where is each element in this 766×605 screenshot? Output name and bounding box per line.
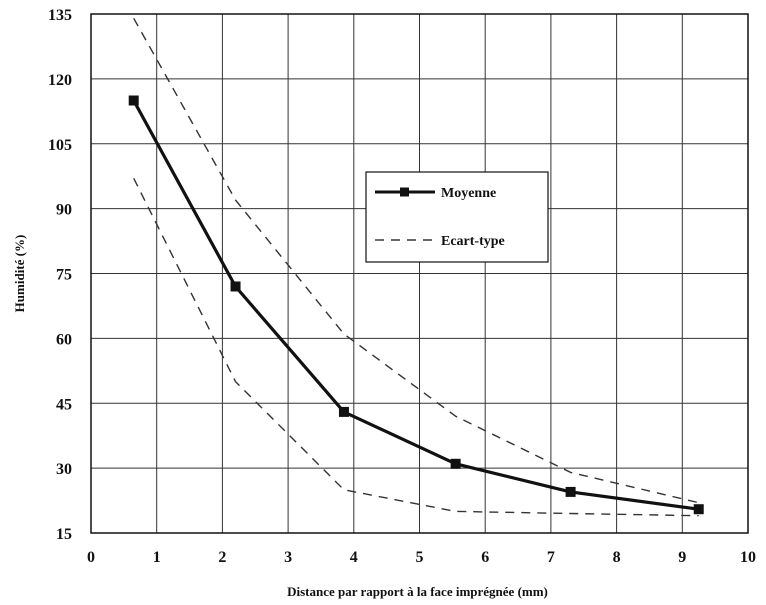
x-tick-label: 3: [284, 549, 292, 566]
legend-label-moyenne: Moyenne: [441, 186, 496, 201]
data-point-marker: [693, 504, 704, 515]
x-tick-label: 1: [153, 549, 161, 566]
y-tick-label: 15: [56, 526, 72, 543]
legend-label-ecart-type: Ecart-type: [441, 234, 505, 249]
y-tick-label: 120: [48, 72, 72, 89]
series-line-1: [133, 17, 699, 504]
legend-box: [365, 171, 549, 263]
data-point-marker: [230, 281, 241, 292]
data-point-marker: [338, 406, 349, 417]
series-lines: [128, 17, 704, 517]
x-tick-label: 9: [678, 549, 686, 566]
series-line-2: [133, 177, 699, 517]
plot-area-frame: [90, 13, 749, 534]
legend: Moyenne Ecart-type: [365, 171, 549, 263]
y-tick-label: 135: [48, 7, 72, 24]
data-point-marker: [128, 95, 139, 106]
data-point-marker: [565, 486, 576, 497]
x-tick-label: 8: [613, 549, 621, 566]
y-tick-label: 45: [56, 396, 72, 413]
x-tick-label: 0: [87, 549, 95, 566]
legend-marker-moyenne: [400, 187, 409, 197]
y-tick-label: 60: [56, 331, 72, 348]
y-tick-label: 90: [56, 202, 72, 219]
grid-lines: [91, 14, 748, 533]
y-tick-label: 75: [56, 267, 72, 284]
x-tick-label: 7: [547, 549, 555, 566]
x-tick-label: 5: [416, 549, 424, 566]
x-tick-label: 10: [740, 549, 756, 566]
y-tick-label: 30: [56, 461, 72, 478]
y-axis-title: Humidité (%): [12, 235, 27, 313]
x-axis-title: Distance par rapport à la face imprégnée…: [287, 584, 548, 599]
x-tick-label: 2: [218, 549, 226, 566]
x-tick-label: 6: [481, 549, 489, 566]
y-tick-label: 105: [48, 137, 72, 154]
x-tick-label: 4: [350, 549, 358, 566]
data-point-marker: [450, 458, 461, 469]
series-line-0: [132, 99, 699, 511]
